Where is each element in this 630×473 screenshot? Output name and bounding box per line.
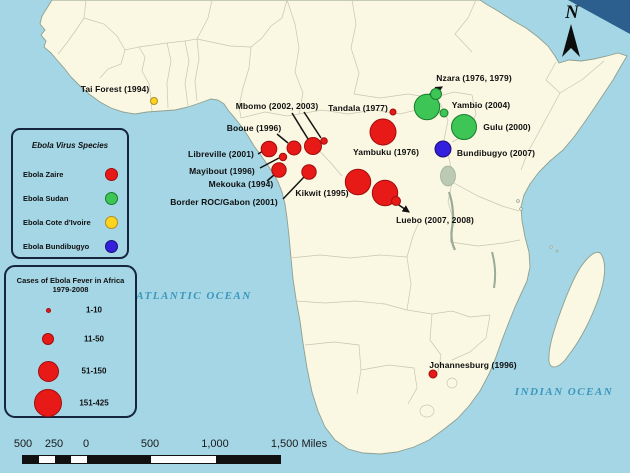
north-arrow-icon: [562, 24, 580, 57]
lakes: [440, 165, 497, 289]
case-size-dot-1-10: [45, 307, 51, 313]
connector-line-mbomo: [303, 111, 322, 139]
outbreak-circle-yambuku: [369, 118, 397, 146]
connector-line-mayibout: [259, 157, 280, 169]
species-legend-row-sudan: Ebola Sudan: [23, 189, 118, 207]
scale-label: 250: [44, 438, 64, 450]
case-size-dot-11-50: [42, 333, 54, 345]
marker-label-booue: Booue (1996): [226, 123, 282, 133]
scale-label: 500: [13, 438, 33, 450]
species-legend-label: Ebola Zaire: [23, 169, 64, 179]
outbreak-circle-luebo: [391, 196, 401, 206]
africa-landmass: [39, 0, 628, 455]
species-legend-row-zaire: Ebola Zaire: [23, 165, 118, 183]
outbreak-circle-tandala: [389, 108, 397, 116]
scale-segment: [151, 456, 216, 463]
atlantic-ocean-label: ATLANTIC OCEAN: [136, 290, 252, 302]
scale-segment: [39, 456, 55, 463]
species-legend-row-cote_divoire: Ebola Cote d'Ivoire: [23, 213, 118, 231]
scale-label: 1,500 Miles: [270, 438, 328, 450]
species-legend-label: Ebola Cote d'Ivoire: [23, 217, 91, 227]
connector-line-mbomo: [291, 112, 309, 140]
scale-bar-segments: [22, 455, 281, 464]
connector-line-mekouka: [266, 174, 275, 182]
marker-label-tandala: Tandala (1977): [328, 103, 388, 113]
species-color-dot-zaire: [105, 167, 118, 181]
marker-label-libreville: Libreville (2001): [188, 149, 254, 159]
scale-label: 0: [82, 438, 90, 450]
marker-label-mekouka: Mekouka (1994): [208, 179, 274, 189]
case-size-dot-51-150: [37, 360, 59, 382]
scale-bar: 500 250 0 500 1,000 1,500 Miles: [0, 437, 350, 471]
marker-label-gulu: Gulu (2000): [483, 122, 531, 132]
marker-label-mbomo: Mbomo (2002, 2003): [235, 101, 319, 111]
marker-label-luebo: Luebo (2007, 2008): [396, 215, 474, 225]
lake-tanganyika: [447, 191, 456, 251]
outbreak-circle-mbomo: [320, 137, 328, 145]
outbreak-circle-libreville: [260, 140, 278, 158]
marker-label-tai-forest: Tai Forest (1994): [80, 84, 150, 94]
lake-victoria: [440, 165, 456, 187]
cases-legend-title: Cases of Ebola Fever in Africa 1979-2008: [16, 276, 125, 295]
north-arrow-label: N: [565, 2, 579, 23]
species-color-dot-bundibugyo: [105, 239, 118, 253]
outbreak-circle-kikwit: [344, 168, 372, 196]
case-size-label: 1-10: [85, 305, 103, 315]
connector-line-booue: [276, 133, 289, 144]
lake-malawi: [491, 251, 497, 289]
scale-label: 500: [140, 438, 160, 450]
legend-cases-of-ebola-fever: Cases of Ebola Fever in Africa 1979-2008…: [4, 265, 137, 418]
case-size-label: 51-150: [81, 366, 107, 376]
outbreak-circle-gulu: [451, 114, 477, 140]
species-color-dot-sudan: [105, 191, 118, 205]
scale-label: 1,000: [201, 438, 229, 450]
legend-ebola-virus-species: Ebola Virus Species Ebola Zaire Ebola Sud…: [11, 128, 129, 259]
red-sea-water: [568, 0, 630, 34]
outbreak-circle-nzara: [430, 88, 442, 100]
marker-label-border-roc-gabon: Border ROC/Gabon (2001): [170, 197, 278, 207]
outbreak-circle-johannesburg: [428, 369, 438, 379]
marker-label-kikwit: Kikwit (1995): [295, 188, 349, 198]
species-legend-title: Ebola Virus Species: [31, 141, 109, 150]
small-islands: [516, 199, 559, 253]
marker-label-nzara: Nzara (1976, 1979): [436, 73, 512, 83]
scale-segment: [87, 456, 151, 463]
outbreak-circle-booue: [286, 140, 302, 156]
outbreak-circle-yambio: [439, 108, 449, 118]
case-size-dot-151-425: [34, 389, 62, 417]
outbreak-circle-mayibout: [278, 152, 288, 162]
indian-ocean-label: INDIAN OCEAN: [514, 386, 614, 398]
species-legend-row-bundibugyo: Ebola Bundibugyo: [23, 237, 118, 255]
outbreak-circle-nzara: [413, 93, 441, 121]
species-legend-label: Ebola Sudan: [23, 193, 69, 203]
scale-segment: [71, 456, 87, 463]
scale-segment: [216, 456, 280, 463]
case-size-label: 151-425: [79, 398, 109, 408]
outbreak-circle-border-roc-gabon: [301, 164, 317, 180]
outbreak-circles: [150, 88, 477, 379]
scale-segment: [23, 456, 39, 463]
outbreak-circle-mbomo: [304, 137, 322, 155]
marker-label-mayibout: Mayibout (1996): [189, 166, 255, 176]
case-size-label: 11-50: [83, 334, 105, 344]
species-color-dot-cote_divoire: [105, 215, 118, 229]
marker-label-yambio: Yambio (2004): [451, 100, 511, 110]
marker-label-bundibugyo: Bundibugyo (2007): [456, 148, 536, 158]
marker-label-johannesburg: Johannesburg (1996): [429, 360, 517, 370]
outbreak-circle-bundibugyo: [434, 140, 452, 158]
outbreak-circle-tai-forest: [150, 97, 158, 105]
madagascar-island: [548, 251, 606, 368]
scale-segment: [55, 456, 71, 463]
marker-label-yambuku: Yambuku (1976): [352, 147, 420, 157]
species-legend-label: Ebola Bundibugyo: [23, 241, 90, 251]
connector-line-border-roc-gabon: [282, 176, 305, 200]
outbreak-circle-mekouka: [271, 162, 287, 178]
